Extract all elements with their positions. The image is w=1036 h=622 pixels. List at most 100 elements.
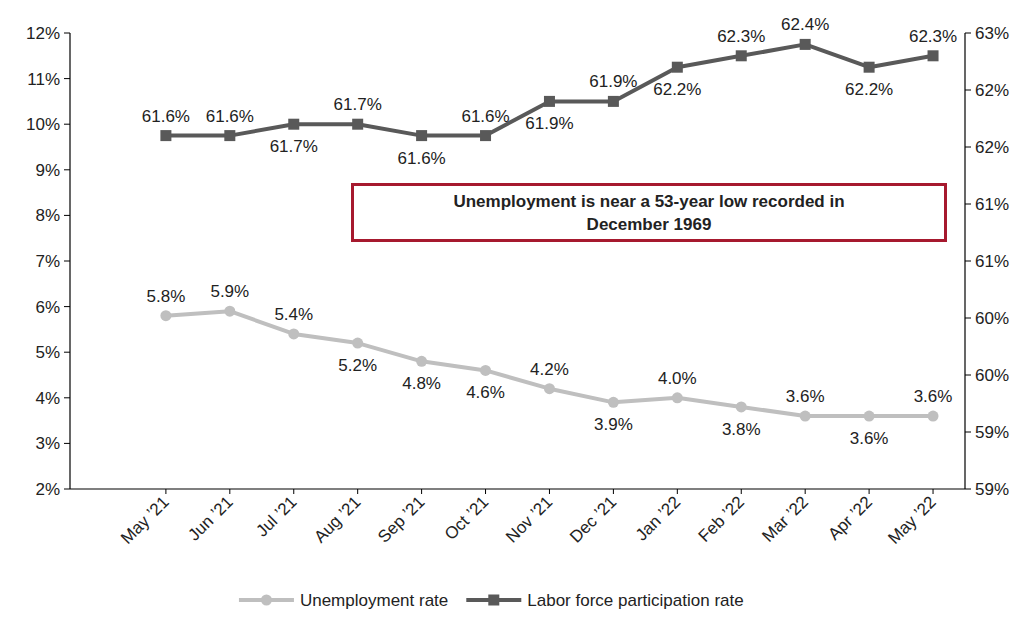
y2-tick	[965, 261, 971, 262]
y-tick-label: 12%	[26, 24, 60, 43]
chart-root: 2%3%4%5%6%7%8%9%10%11%12%59%59%60%60%61%…	[0, 0, 1036, 622]
data-label: 4.2%	[530, 360, 569, 379]
marker	[544, 383, 555, 394]
marker	[352, 338, 363, 349]
y-tick-label: 6%	[35, 298, 60, 317]
x-tick	[805, 489, 806, 494]
marker	[480, 130, 491, 141]
y-tick-label: 2%	[35, 480, 60, 499]
y2-tick	[965, 375, 971, 376]
data-label: 62.3%	[909, 27, 957, 46]
y-tick	[64, 397, 70, 398]
data-label: 4.8%	[402, 374, 441, 393]
y-tick	[64, 124, 70, 125]
y2-tick-label: 63%	[975, 24, 1009, 43]
legend: Unemployment rate Labor force participati…	[239, 591, 744, 610]
y-tick	[64, 78, 70, 79]
y2-tick-label: 62%	[975, 81, 1009, 100]
y-tick-label: 9%	[35, 161, 60, 180]
y-tick	[64, 215, 70, 216]
marker	[608, 397, 619, 408]
y-tick-label: 5%	[35, 343, 60, 362]
data-label: 4.6%	[466, 383, 505, 402]
x-tick-label: Dec ’21	[566, 492, 620, 546]
y-tick	[64, 443, 70, 444]
marker	[288, 328, 299, 339]
legend-label: Labor force participation rate	[527, 591, 743, 610]
marker	[224, 306, 235, 317]
x-tick	[613, 489, 614, 494]
data-label: 61.6%	[206, 107, 254, 126]
x-tick-label: Apr ’22	[824, 492, 876, 544]
x-tick-label: Feb ’22	[695, 492, 749, 546]
data-label: 61.6%	[398, 149, 446, 168]
data-label: 3.6%	[914, 387, 953, 406]
marker	[928, 411, 939, 422]
data-label: 62.4%	[781, 15, 829, 34]
y-tick-label: 11%	[27, 70, 60, 89]
x-tick-label: May ’22	[884, 492, 940, 548]
x-tick	[421, 489, 422, 494]
data-label: 3.8%	[722, 420, 761, 439]
marker	[800, 411, 811, 422]
x-tick	[933, 489, 934, 494]
marker	[800, 39, 811, 50]
y2-tick-label: 59%	[975, 423, 1009, 442]
marker	[672, 62, 683, 73]
y2-tick	[965, 90, 971, 91]
data-label: 62.2%	[845, 80, 893, 99]
data-label: 61.6%	[142, 107, 190, 126]
data-label: 61.6%	[461, 107, 509, 126]
data-label: 5.2%	[338, 356, 377, 375]
marker	[416, 130, 427, 141]
x-tick	[165, 489, 166, 494]
data-label: 61.9%	[525, 114, 573, 133]
y2-tick	[965, 33, 971, 34]
data-labels: 5.8%5.9%5.4%5.2%4.8%4.6%4.2%3.9%4.0%3.8%…	[142, 15, 957, 448]
series-line	[166, 311, 933, 416]
marker	[608, 96, 619, 107]
x-tick	[741, 489, 742, 494]
x-tick-label: Mar ’22	[758, 492, 812, 546]
data-label: 5.9%	[210, 282, 249, 301]
data-label: 62.2%	[653, 80, 701, 99]
y2-tick-label: 62%	[975, 138, 1009, 157]
y-tick-label: 3%	[35, 434, 60, 453]
x-tick	[293, 489, 294, 494]
data-label: 3.9%	[594, 415, 633, 434]
data-label: 61.7%	[270, 137, 318, 156]
y2-tick	[965, 204, 971, 205]
marker	[672, 392, 683, 403]
legend-marker	[261, 595, 272, 606]
x-tick-label: Jul ’21	[252, 492, 300, 540]
data-label: 5.8%	[147, 287, 186, 306]
y-tick	[64, 261, 70, 262]
marker	[160, 310, 171, 321]
data-label: 3.6%	[786, 387, 825, 406]
marker	[416, 356, 427, 367]
y-tick-label: 4%	[35, 389, 60, 408]
annotation: Unemployment is near a 53-year low recor…	[414, 190, 884, 236]
y-tick	[64, 306, 70, 307]
x-tick-label: Aug ’21	[310, 492, 364, 546]
data-label: 61.7%	[334, 95, 382, 114]
y-tick-label: 7%	[35, 252, 60, 271]
annotation-box: Unemployment is near a 53-year low recor…	[351, 183, 947, 242]
y-tick	[64, 33, 70, 34]
y2-tick	[965, 489, 971, 490]
x-tick-label: May ’21	[117, 492, 173, 548]
legend-marker	[488, 595, 499, 606]
data-label: 62.3%	[717, 27, 765, 46]
y-tick	[64, 169, 70, 170]
x-tick	[485, 489, 486, 494]
y2-tick	[965, 432, 971, 433]
x-tick-label: Sep ’21	[374, 492, 428, 546]
y2-tick	[965, 147, 971, 148]
legend-label: Unemployment rate	[300, 591, 448, 610]
y2-tick-label: 61%	[975, 252, 1009, 271]
x-tick	[677, 489, 678, 494]
x-tick	[869, 489, 870, 494]
marker	[928, 50, 939, 61]
marker	[160, 130, 171, 141]
x-tick-label: Oct ’21	[441, 492, 493, 544]
